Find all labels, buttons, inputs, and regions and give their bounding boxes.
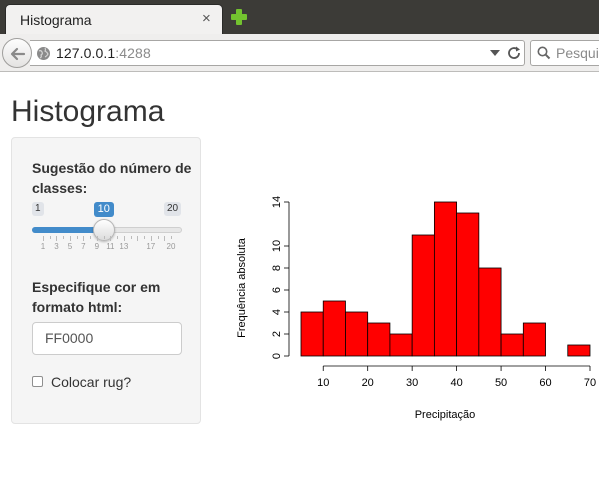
page-title: Histograma: [11, 95, 165, 128]
y-tick-label: 0: [271, 353, 283, 359]
slider-tick-label: 17: [146, 242, 156, 251]
browser-tab-strip: Histograma ×: [0, 0, 599, 34]
close-icon[interactable]: ×: [202, 10, 211, 27]
url-text: 127.0.0.1:4288: [56, 45, 151, 61]
histogram-bar: [478, 267, 502, 357]
slider-tick: [137, 236, 139, 241]
histogram-bar: [345, 311, 369, 357]
slider-min-label: 1: [32, 202, 44, 216]
histogram-plot: 10 20 30 40 50 60 70 0 2 4 6 8 10 14 Precipitação Fr…: [236, 196, 596, 421]
slider-tick: [76, 236, 78, 239]
y-tick-label: 4: [271, 309, 283, 315]
histogram-bar: [367, 322, 391, 357]
histogram-bar: [567, 344, 591, 357]
slider-tick: [164, 236, 166, 241]
slider-tick: [150, 236, 152, 241]
bins-slider[interactable]: 1 20 10 1 3 5 7 9 11 13 17 20: [32, 202, 182, 262]
slider-tick: [103, 236, 105, 239]
slider-tick-label: 9: [94, 242, 100, 251]
slider-tick-label: 20: [166, 242, 176, 251]
slider-tick: [43, 236, 44, 241]
address-bar[interactable]: 127.0.0.1:4288: [30, 40, 525, 66]
reload-icon[interactable]: [506, 45, 522, 61]
y-tick-label: 10: [271, 240, 283, 252]
rug-label: Colocar rug?: [51, 374, 132, 390]
histogram-bar: [500, 333, 524, 357]
histogram-bar: [389, 333, 413, 357]
slider-tick: [130, 236, 132, 239]
x-axis-label: Precipitação: [415, 409, 476, 421]
new-tab-plus-icon[interactable]: [229, 7, 249, 27]
histogram-bar: [522, 322, 546, 357]
slider-tick-label: 13: [119, 242, 129, 251]
color-label: Especifique cor em formato html:: [32, 279, 161, 315]
x-tick-label: 40: [450, 377, 462, 389]
histogram-bar: [411, 234, 435, 357]
x-tick-label: 50: [495, 377, 507, 389]
slider-tick: [56, 236, 58, 241]
y-tick-label: 2: [271, 331, 283, 337]
x-tick-label: 60: [539, 377, 551, 389]
slider-tick: [110, 236, 112, 241]
search-icon: [537, 46, 551, 60]
search-placeholder: Pesqui: [556, 45, 599, 61]
histogram-bar: [322, 300, 346, 357]
slider-tick: [157, 236, 159, 239]
url-port: :4288: [115, 45, 151, 61]
bins-label: Sugestão do número de classes:: [32, 160, 192, 196]
x-tick-label: 70: [584, 377, 596, 389]
x-tick-label: 10: [317, 377, 329, 389]
histogram-bar: [433, 201, 458, 357]
browser-nav-bar: 127.0.0.1:4288 Pesqui: [0, 34, 599, 72]
y-tick-label: 14: [271, 196, 283, 208]
slider-tick: [69, 236, 71, 241]
y-tick-label: 8: [271, 265, 283, 271]
browser-tab[interactable]: Histograma ×: [5, 4, 223, 34]
rug-checkbox[interactable]: [32, 376, 43, 387]
slider-fill: [32, 227, 104, 233]
x-tick-label: 20: [362, 377, 374, 389]
slider-tick: [83, 236, 85, 241]
globe-icon: [37, 47, 50, 60]
slider-max-label: 20: [164, 202, 182, 216]
y-tick-label: 6: [271, 287, 283, 293]
histogram-bar: [300, 311, 324, 357]
slider-tick: [117, 236, 119, 239]
slider-tick: [90, 236, 92, 239]
url-host: 127.0.0.1: [56, 45, 116, 61]
histogram-bar: [456, 212, 480, 357]
slider-tick: [171, 236, 172, 239]
url-dropdown-icon[interactable]: [490, 50, 500, 56]
slider-tick-label: 3: [54, 242, 59, 251]
slider-tick: [49, 236, 51, 239]
slider-tick: [144, 236, 146, 239]
slider-tick-label: 7: [81, 242, 86, 251]
y-axis-label: Frequência absoluta: [236, 237, 248, 338]
slider-tick: [96, 236, 98, 241]
slider-handle[interactable]: [92, 219, 115, 241]
x-tick-label: 30: [406, 377, 418, 389]
search-bar[interactable]: Pesqui: [530, 40, 599, 66]
slider-tick-label: 1: [40, 242, 46, 251]
tab-title: Histograma: [20, 12, 92, 28]
slider-tick: [123, 236, 125, 241]
back-button[interactable]: [2, 38, 32, 68]
slider-tick-label: 11: [106, 242, 115, 251]
color-input[interactable]: FF0000: [32, 322, 182, 355]
slider-tick: [63, 236, 65, 239]
back-arrow-icon: [10, 47, 26, 61]
slider-tick-label: 5: [67, 242, 73, 251]
slider-value-label: 10: [93, 202, 114, 217]
sidebar-panel: Sugestão do número de classes: 1 20 10 1…: [11, 137, 201, 424]
